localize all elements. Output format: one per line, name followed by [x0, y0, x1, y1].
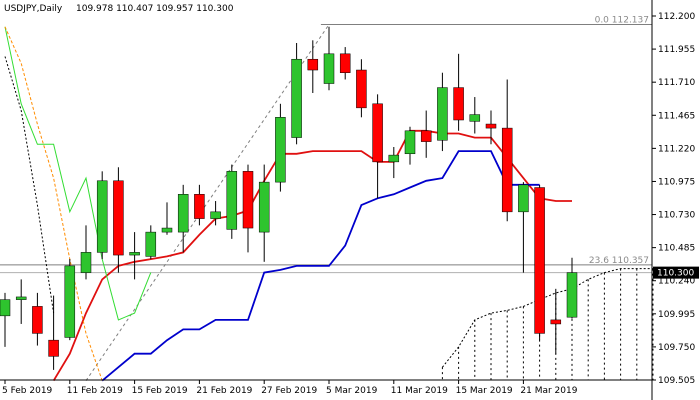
- y-tick-label: 110.730: [658, 211, 695, 221]
- candle-body: [96, 180, 108, 253]
- candle-body: [258, 181, 270, 233]
- candle-body: [32, 306, 43, 334]
- candle-body: [64, 265, 76, 338]
- x-tick-label: 15 Feb 2019: [132, 386, 188, 396]
- candle-body: [129, 252, 140, 256]
- y-tick-label: 111.710: [658, 78, 695, 88]
- candle-body: [534, 187, 545, 334]
- x-tick-label: 15 Mar 2019: [456, 386, 513, 396]
- current-price-tag: [653, 266, 699, 279]
- line-tenkan: [52, 129, 572, 382]
- x-tick-label: 11 Mar 2019: [391, 386, 448, 396]
- candle-body: [518, 184, 529, 213]
- x-tick-label: 21 Feb 2019: [196, 386, 252, 396]
- fib-label-23-6: 23.6 110.357: [589, 256, 649, 266]
- candle-body: [388, 154, 400, 163]
- candle-body: [501, 127, 513, 213]
- y-tick-label: 109.505: [658, 376, 695, 386]
- line-chikou: [4, 26, 152, 321]
- candle-body: [323, 53, 335, 84]
- candle-body: [275, 117, 286, 183]
- line-span-echo: [4, 56, 55, 314]
- y-tick-label: 111.955: [658, 45, 695, 55]
- candle-body: [356, 69, 367, 109]
- candle-body: [48, 339, 59, 357]
- x-tick-label: 21 Mar 2019: [520, 386, 577, 396]
- ohlc-readout: 109.978 110.407 109.957 110.300: [76, 4, 234, 14]
- x-tick-label: 5 Feb 2019: [2, 386, 53, 396]
- candle-body: [113, 180, 124, 256]
- candle-body: [80, 252, 92, 273]
- candle-body: [469, 114, 481, 122]
- candle-body: [437, 87, 448, 141]
- candle-body: [372, 103, 383, 163]
- candle-body: [145, 231, 157, 257]
- y-tick-label: 109.995: [658, 310, 695, 320]
- candle-body: [307, 58, 319, 71]
- candle-body: [566, 272, 578, 318]
- candle-body: [420, 130, 432, 142]
- candle-body: [404, 130, 416, 155]
- candle-body: [550, 319, 562, 325]
- current-price-label: 110.300: [657, 269, 694, 279]
- candle-body: [291, 58, 302, 138]
- candle-body: [177, 194, 189, 233]
- y-tick-label: 110.485: [658, 244, 695, 254]
- candle-body: [0, 299, 11, 317]
- candle-body: [453, 87, 464, 121]
- y-tick-label: 110.975: [658, 177, 695, 187]
- line-cloud-edge: [442, 268, 653, 368]
- line-kijun: [101, 150, 540, 382]
- indicator-lines-layer: [4, 26, 654, 382]
- x-tick-label: 5 Mar 2019: [326, 386, 378, 396]
- chart-title: USDJPY,Daily: [4, 4, 63, 14]
- candle-body: [210, 211, 221, 219]
- x-tick-label: 27 Feb 2019: [261, 386, 317, 396]
- candle-body: [485, 123, 497, 129]
- candles-layer: [0, 26, 578, 370]
- x-tick-label: 11 Feb 2019: [67, 386, 123, 396]
- line-projection: [4, 26, 103, 381]
- candle-body: [242, 171, 254, 229]
- candle-body: [194, 194, 205, 219]
- y-tick-label: 109.750: [658, 343, 695, 353]
- y-tick-label: 111.220: [658, 144, 695, 154]
- candle-body: [161, 227, 173, 233]
- candle-body: [339, 53, 351, 73]
- y-tick-label: 110.240: [658, 277, 695, 287]
- candle-body: [15, 296, 27, 300]
- y-tick-label: 112.200: [658, 12, 695, 22]
- fib-label-0: 0.0 112.137: [595, 16, 649, 26]
- y-tick-label: 111.465: [658, 111, 695, 121]
- candle-body: [226, 171, 238, 230]
